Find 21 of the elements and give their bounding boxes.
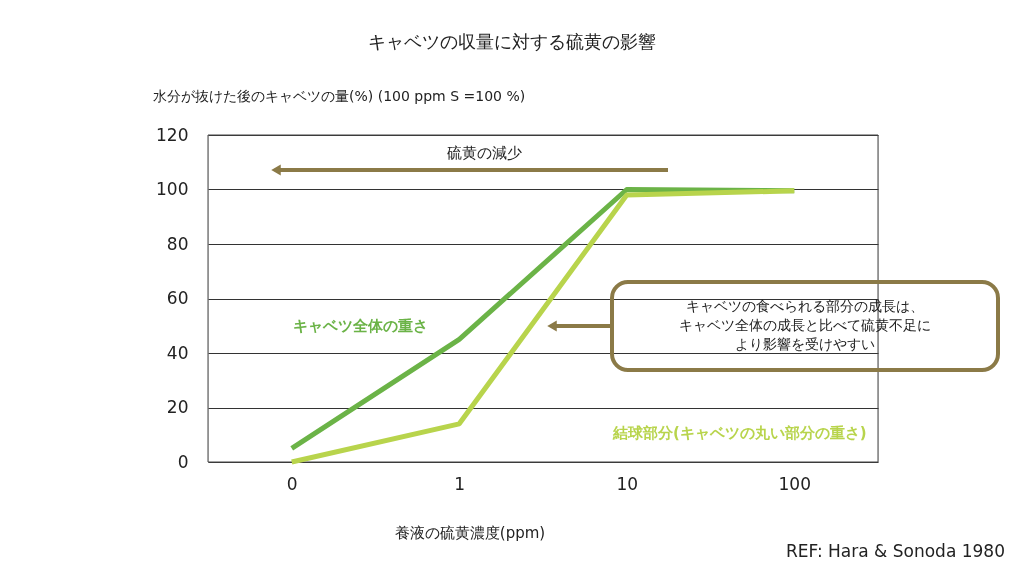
chart-title: キャベツの収量に対する硫黄の影響: [368, 31, 656, 52]
y-tick-label: 0: [177, 451, 189, 472]
y-tick-label: 100: [156, 179, 189, 199]
annotation: キャベツ全体の成長と比べて硫黄不足に: [679, 317, 931, 333]
y-tick-label: 80: [166, 233, 189, 254]
y-tick-label: 40: [166, 342, 189, 363]
x-axis-title: 養液の硫黄濃度(ppm): [394, 524, 546, 542]
x-tick-label: 100: [778, 473, 811, 494]
y-tick-label: 20: [166, 397, 189, 417]
y-tick-label: 120: [156, 124, 189, 145]
text: REF: Hara & Sonoda 1980: [785, 541, 1005, 561]
series-label: キャベツ全体の重さ: [292, 317, 428, 335]
y-axis-title: 水分が抜けた後のキャベツの量(%) (100 ppm S =100 %): [153, 88, 526, 104]
annotation: キャベツの食べられる部分の成長は、: [686, 298, 924, 314]
annotation: より影響を受けやすい: [735, 336, 875, 352]
text: 結球部分(キャベツの丸い部分の重さ): [612, 424, 867, 442]
annotation: 硫黄の減少: [446, 144, 522, 162]
x-tick-label: 0: [286, 473, 298, 494]
y-tick-label: 60: [166, 288, 189, 308]
x-tick-label: 10: [616, 473, 639, 494]
x-tick-label: 1: [454, 473, 466, 494]
